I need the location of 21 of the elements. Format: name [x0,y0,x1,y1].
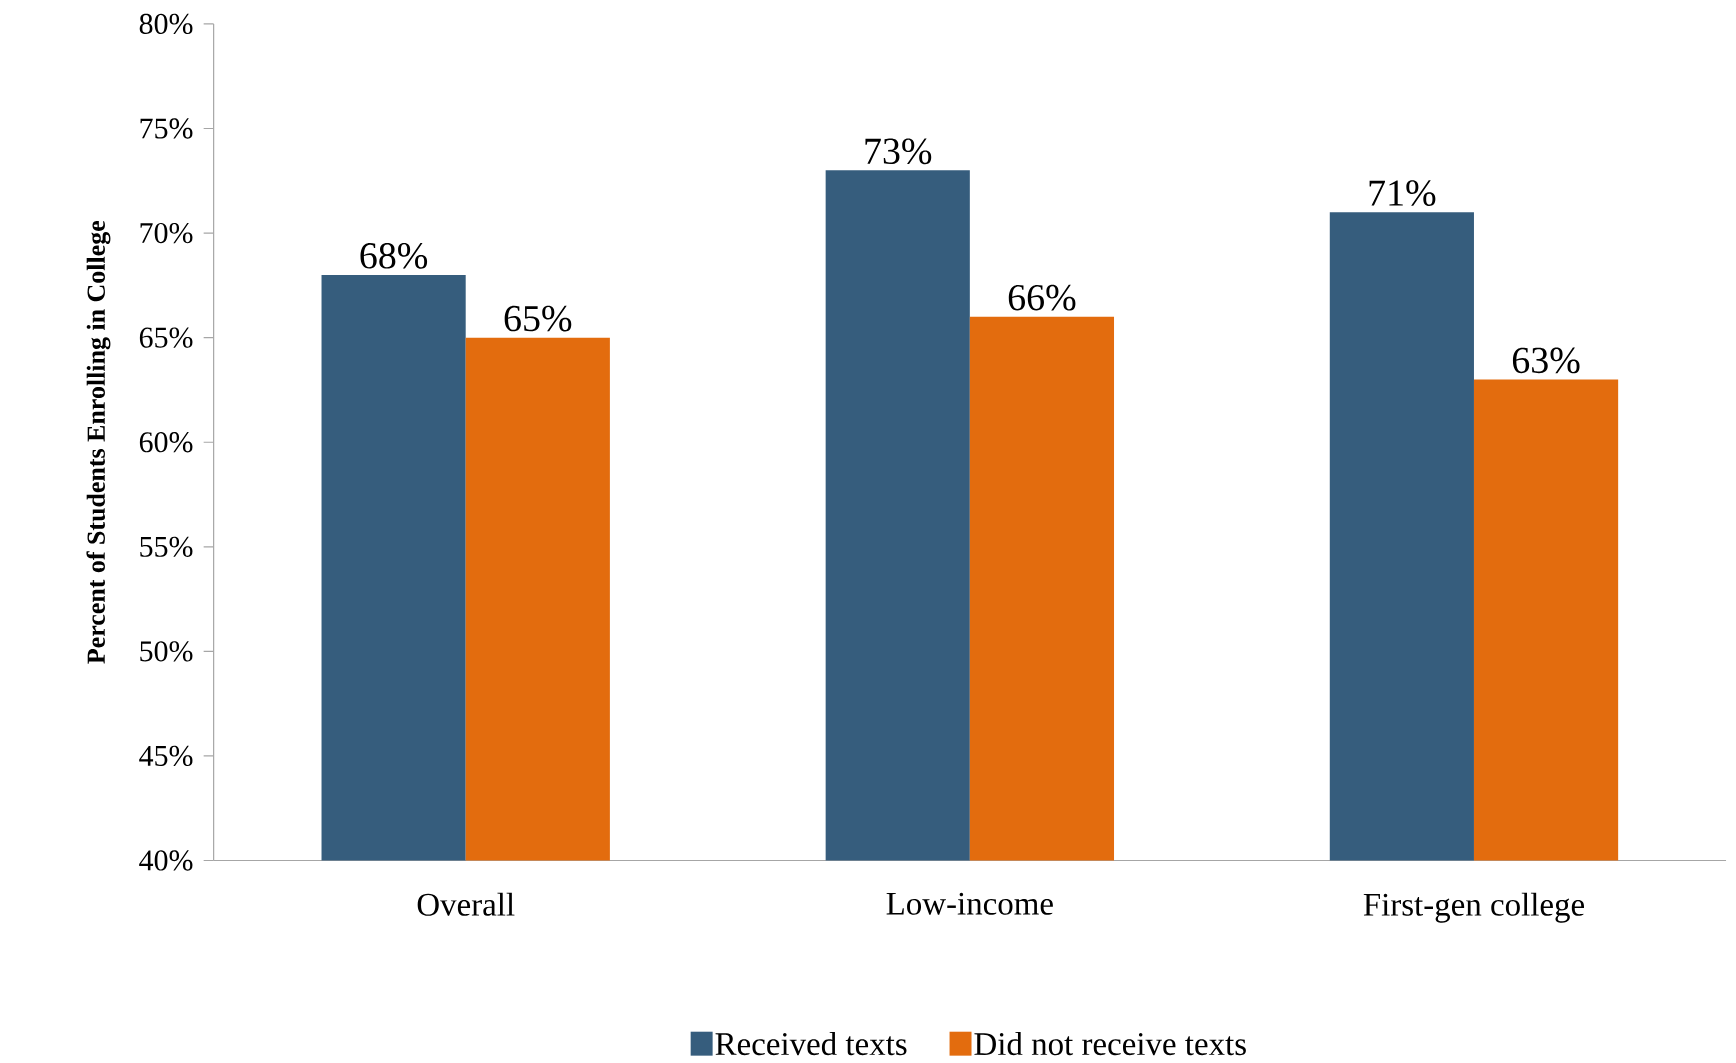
data-label: 68% [360,242,428,269]
y-tick-label: 70% [140,222,193,244]
y-tick-label: 55% [140,536,193,557]
data-label: 63% [1512,347,1580,374]
y-tick-label: 45% [139,745,193,766]
legend-label: Received texts [715,1031,907,1056]
data-label: 73% [865,138,932,164]
y-tick-label: 60% [139,431,193,453]
y-tick-label: 75% [140,118,193,139]
x-tick-label: Low-income [886,892,1053,915]
data-label: 65% [504,305,572,332]
y-tick-label: 80% [139,13,193,34]
y-tick-label: 65% [139,327,193,348]
data-label: 71% [1369,180,1436,206]
y-tick-label: 40% [139,850,193,871]
y-axis-title: Percent of Students Enrolling in College [86,220,111,664]
x-tick-label: First-gen college [1363,892,1584,923]
legend-label: Did not receive texts [974,1031,1246,1056]
y-tick-label: 50% [140,641,193,662]
x-tick-label: Overall [417,892,515,916]
data-label: 66% [1008,284,1076,311]
